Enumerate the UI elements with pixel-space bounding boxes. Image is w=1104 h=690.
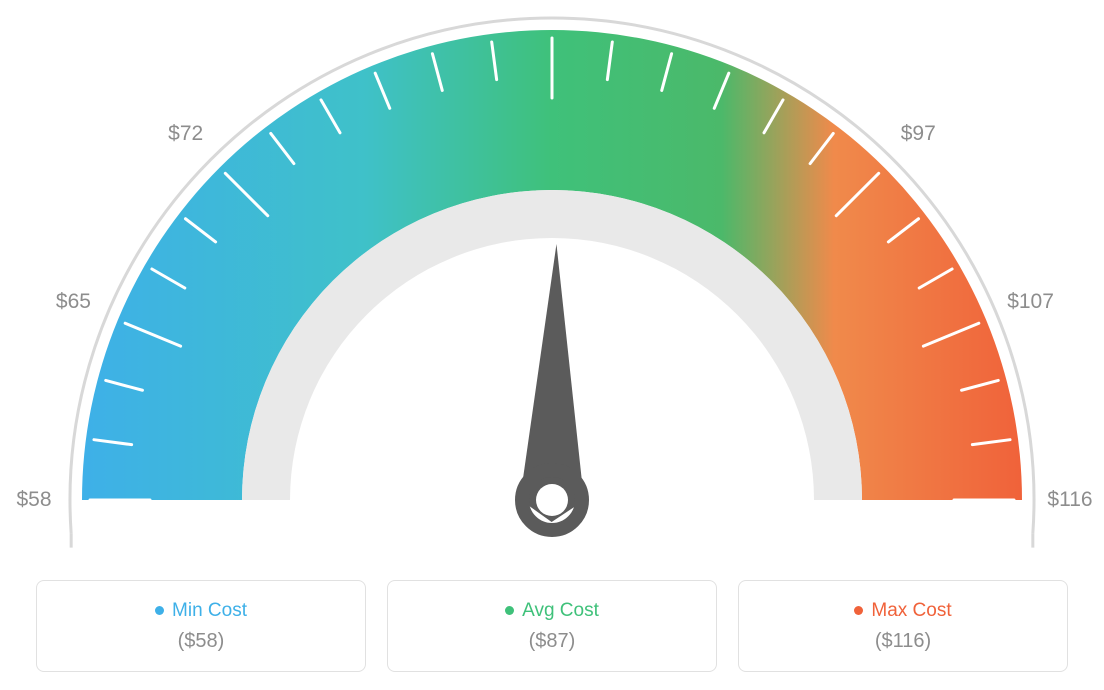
gauge-svg <box>0 0 1104 560</box>
legend-head-max: Max Cost <box>854 600 951 622</box>
gauge-tick-label: $116 <box>1047 488 1092 512</box>
legend-value: ($87) <box>529 630 576 653</box>
dot-icon <box>854 606 863 615</box>
legend-card-max: Max Cost ($116) <box>738 580 1068 672</box>
dot-icon <box>505 606 514 615</box>
legend-label: Min Cost <box>172 600 247 622</box>
legend-card-min: Min Cost ($58) <box>36 580 366 672</box>
dot-icon <box>155 606 164 615</box>
legend-value: ($58) <box>178 630 225 653</box>
legend-label: Avg Cost <box>522 600 599 622</box>
gauge-tick-label: $107 <box>1007 290 1054 314</box>
gauge-tick-label: $58 <box>16 488 51 512</box>
legend-value: ($116) <box>875 630 931 653</box>
legend-head-avg: Avg Cost <box>505 600 599 622</box>
gauge-tick-label: $97 <box>901 122 936 146</box>
gauge-tick-label: $65 <box>56 290 91 314</box>
legend-label: Max Cost <box>871 600 951 622</box>
legend-head-min: Min Cost <box>155 600 247 622</box>
legend-row: Min Cost ($58) Avg Cost ($87) Max Cost (… <box>0 580 1104 672</box>
legend-card-avg: Avg Cost ($87) <box>387 580 717 672</box>
gauge-tick-label: $72 <box>168 122 203 146</box>
gauge-chart: $58$65$72$87$97$107$116 <box>0 0 1104 560</box>
